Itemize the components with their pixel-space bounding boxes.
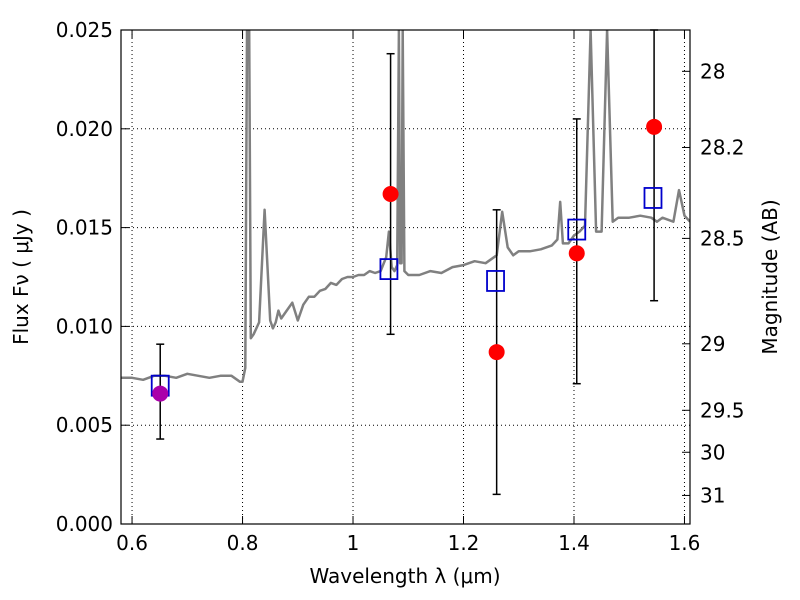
y-tick-label: 0.010 — [56, 314, 113, 338]
data-markers — [150, 29, 663, 496]
plot-frame — [120, 29, 691, 525]
y2-tick-label: 29.5 — [700, 398, 745, 422]
x-axis-title: Wavelength λ (μm) — [309, 564, 500, 588]
x-tick-label: 1.2 — [448, 531, 480, 555]
observed-flux-point — [488, 344, 505, 361]
y-tick-label: 0.015 — [56, 216, 113, 240]
y-tick-label: 0.020 — [56, 117, 113, 141]
y2-tick-label: 29 — [700, 332, 725, 356]
observed-flux-point — [382, 186, 399, 203]
y2-tick-label: 28.2 — [700, 135, 745, 159]
x-tick-label: 0.6 — [116, 531, 148, 555]
x-tick-label: 1.4 — [558, 531, 590, 555]
model-flux-square — [379, 258, 399, 280]
observed-flux-point — [646, 118, 663, 135]
x-tick-label: 0.8 — [227, 531, 259, 555]
y-axis-title: Flux Fν ( μJy ) — [9, 209, 33, 345]
y-tick-label: 0.005 — [56, 413, 113, 437]
y2-tick-label: 31 — [700, 483, 725, 507]
axis-ticks: 0.6 0.8 1 1.2 1.4 1.6 0.000 0.005 0.010 0.015 0.02… — [56, 18, 745, 555]
x-tick-label: 1 — [347, 531, 360, 555]
y-tick-label: 0.000 — [56, 512, 113, 536]
spectrum-line — [121, 30, 690, 383]
y2-axis-title: Magnitude (AB) — [758, 199, 782, 354]
x-tick-label: 1.6 — [669, 531, 701, 555]
model-flux-square — [567, 218, 587, 241]
y2-tick-label: 28.5 — [700, 226, 745, 250]
y2-tick-label: 28 — [700, 59, 725, 83]
y2-tick-label: 30 — [700, 440, 725, 464]
y-tick-label: 0.025 — [56, 18, 113, 42]
model-flux-square — [486, 270, 505, 292]
model-flux-square — [643, 187, 663, 209]
model-spectrum — [121, 30, 690, 383]
observed-flux-point — [568, 245, 585, 262]
observed-flux-point — [152, 385, 169, 402]
